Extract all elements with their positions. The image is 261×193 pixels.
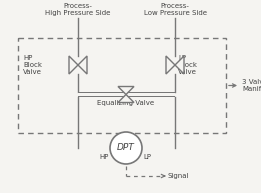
- Polygon shape: [118, 95, 134, 102]
- Bar: [78, 93, 175, 96]
- Polygon shape: [78, 56, 87, 74]
- Polygon shape: [118, 86, 134, 95]
- Text: HP: HP: [100, 154, 109, 160]
- Text: 3 Valve
Manifold: 3 Valve Manifold: [242, 79, 261, 92]
- Text: Process-
High Pressure Side: Process- High Pressure Side: [45, 3, 111, 16]
- Text: LP: LP: [143, 154, 151, 160]
- Polygon shape: [166, 56, 175, 74]
- Polygon shape: [69, 56, 78, 74]
- Text: Equalizing Valve: Equalizing Valve: [97, 100, 155, 106]
- Text: DPT: DPT: [117, 144, 135, 152]
- Bar: [78, 92, 175, 97]
- Circle shape: [110, 132, 142, 164]
- Text: LP
Block
Valve: LP Block Valve: [178, 54, 197, 75]
- Text: Signal: Signal: [168, 173, 189, 179]
- Bar: [18, 38, 226, 133]
- Polygon shape: [175, 56, 184, 74]
- Text: HP
Block
Valve: HP Block Valve: [23, 54, 42, 75]
- Text: Process-
Low Pressure Side: Process- Low Pressure Side: [144, 3, 206, 16]
